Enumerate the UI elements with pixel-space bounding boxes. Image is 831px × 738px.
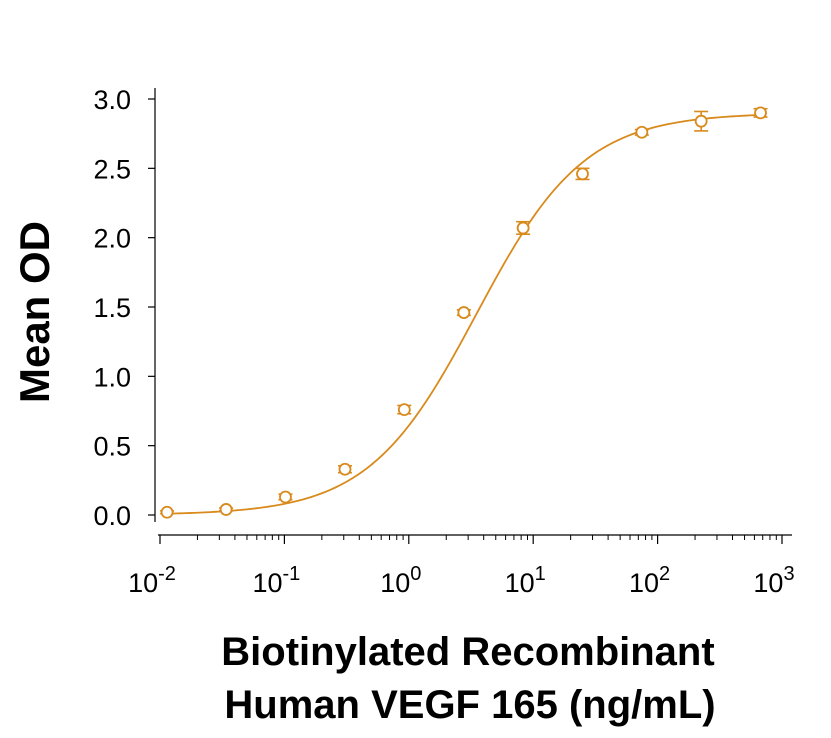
x-tick-exponent: -2 <box>158 563 176 585</box>
data-point-marker <box>219 503 233 516</box>
data-points-layer <box>160 106 768 519</box>
x-tick-label: 10-2 <box>128 563 176 598</box>
data-point-marker <box>516 221 530 235</box>
y-tick-label: 1.0 <box>93 362 131 392</box>
y-tick-label: 0.0 <box>93 501 131 531</box>
data-point-marker <box>397 403 411 417</box>
data-point-marker <box>754 106 767 120</box>
data-point <box>219 503 234 516</box>
data-point-marker <box>160 505 174 519</box>
x-tick-base: 10 <box>753 568 783 598</box>
x-axis-title-line-2: Human VEGF 165 (ng/mL) <box>224 683 715 727</box>
fit-curve-layer <box>167 114 761 515</box>
y-axis-title: Mean OD <box>11 221 58 403</box>
y-tick-label: 2.5 <box>93 154 131 184</box>
x-tick-exponent: 1 <box>535 563 546 585</box>
x-tick-exponent: -1 <box>283 563 301 585</box>
x-axis-title-line-1: Biotinylated Recombinant <box>221 630 714 674</box>
y-tick-label: 1.5 <box>93 293 131 323</box>
data-point <box>634 125 649 139</box>
x-tick-label: 101 <box>505 563 546 598</box>
data-point <box>516 220 531 235</box>
data-point <box>160 505 175 519</box>
x-tick-label: 103 <box>753 563 794 598</box>
y-tick-label: 0.5 <box>93 432 131 462</box>
x-tick-exponent: 3 <box>783 563 794 585</box>
data-point <box>694 110 709 132</box>
fit-curve <box>167 114 761 515</box>
data-point <box>278 490 293 504</box>
x-tick-base: 10 <box>505 568 535 598</box>
x-tick-base: 10 <box>380 568 410 598</box>
x-tick-base: 10 <box>128 568 158 598</box>
data-point <box>456 306 471 319</box>
data-point-marker <box>694 114 708 128</box>
data-point-marker <box>576 167 589 181</box>
x-tick-label: 102 <box>629 563 670 598</box>
x-tick-label: 10-1 <box>252 563 300 598</box>
x-tick-base: 10 <box>252 568 282 598</box>
x-tick-exponent: 0 <box>410 563 421 585</box>
data-point <box>753 106 768 120</box>
y-tick-label: 2.0 <box>93 224 131 254</box>
x-tick-base: 10 <box>629 568 659 598</box>
data-point-marker <box>338 462 352 476</box>
data-point-marker <box>457 306 471 319</box>
data-point <box>575 167 590 181</box>
data-point-marker <box>279 490 292 504</box>
data-point <box>338 462 352 476</box>
data-point <box>397 403 412 417</box>
axes: 0.00.51.01.52.02.53.010-2 10-1 100 101 102 10… <box>93 85 794 598</box>
data-point-marker <box>635 125 649 139</box>
x-tick-label: 100 <box>380 563 421 598</box>
x-tick-exponent: 2 <box>659 563 670 585</box>
y-tick-label: 3.0 <box>93 85 131 115</box>
